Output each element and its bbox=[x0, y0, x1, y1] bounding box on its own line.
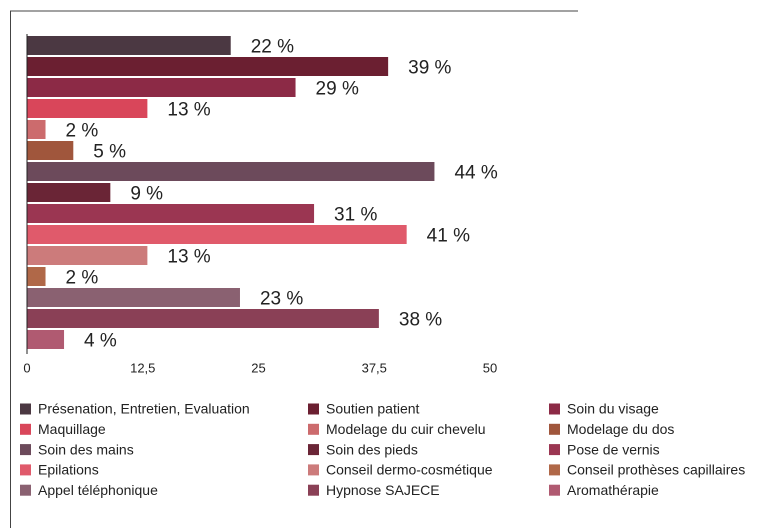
value-label: 2 % bbox=[66, 121, 99, 142]
legend-label: Modelage du dos bbox=[567, 421, 674, 437]
bar bbox=[27, 36, 231, 55]
bar bbox=[27, 99, 148, 118]
legend-swatch bbox=[549, 423, 560, 435]
value-label: 23 % bbox=[260, 289, 303, 310]
bar bbox=[27, 204, 315, 223]
value-label: 22 % bbox=[251, 37, 294, 58]
x-tick-label: 12,5 bbox=[130, 360, 155, 375]
legend-swatch bbox=[308, 423, 319, 435]
value-label: 9 % bbox=[130, 184, 163, 205]
legend-label: Conseil dermo-cosmétique bbox=[326, 462, 493, 478]
legend-label: Maquillage bbox=[38, 421, 106, 437]
legend-label: Soin du visage bbox=[567, 401, 659, 417]
bar bbox=[27, 162, 435, 181]
legend-label: Soin des mains bbox=[38, 441, 134, 457]
value-label: 29 % bbox=[316, 79, 359, 100]
legend-swatch bbox=[20, 444, 31, 456]
x-tick-label: 50 bbox=[483, 360, 497, 375]
legend-label: Aromathérapie bbox=[567, 482, 659, 498]
value-label: 13 % bbox=[167, 247, 210, 268]
legend-swatch bbox=[20, 484, 31, 496]
legend-swatch bbox=[308, 444, 319, 456]
value-label: 44 % bbox=[454, 163, 497, 184]
legend-label: Soutien patient bbox=[326, 401, 420, 417]
bar bbox=[27, 183, 111, 202]
legend-swatch bbox=[20, 464, 31, 476]
value-label: 38 % bbox=[399, 310, 442, 331]
legend-label: Epilations bbox=[38, 462, 99, 478]
bar bbox=[27, 141, 74, 160]
legend-label: Conseil prothèses capillaires bbox=[567, 462, 745, 478]
bar bbox=[27, 288, 240, 307]
legend-swatch bbox=[308, 403, 319, 415]
x-tick-label: 0 bbox=[23, 360, 30, 375]
value-label: 2 % bbox=[66, 268, 99, 289]
bar bbox=[27, 246, 148, 265]
bar bbox=[27, 225, 407, 244]
legend-swatch bbox=[549, 444, 560, 456]
legend-swatch bbox=[549, 484, 560, 496]
legend-label: Modelage du cuir chevelu bbox=[326, 421, 486, 437]
value-label: 4 % bbox=[84, 331, 117, 352]
legend-swatch bbox=[549, 403, 560, 415]
legend-label: Hypnose SAJECE bbox=[326, 482, 440, 498]
x-tick-label: 25 bbox=[251, 360, 265, 375]
value-label: 39 % bbox=[408, 58, 451, 79]
legend-label: Présenation, Entretien, Evaluation bbox=[38, 401, 250, 417]
bar bbox=[27, 78, 296, 97]
legend-swatch bbox=[308, 484, 319, 496]
value-label: 31 % bbox=[334, 205, 377, 226]
legend-swatch bbox=[308, 464, 319, 476]
bar bbox=[27, 57, 389, 76]
legend-swatch bbox=[549, 464, 560, 476]
value-label: 5 % bbox=[93, 142, 126, 163]
value-label: 41 % bbox=[427, 226, 470, 247]
legend-swatch bbox=[20, 403, 31, 415]
x-tick-label: 37,5 bbox=[362, 360, 387, 375]
legend-label: Appel téléphonique bbox=[38, 482, 158, 498]
legend-label: Soin des pieds bbox=[326, 441, 418, 457]
bar bbox=[27, 309, 379, 328]
legend-label: Pose de vernis bbox=[567, 441, 660, 457]
bar bbox=[27, 267, 46, 286]
bar bbox=[27, 120, 46, 139]
legend-swatch bbox=[20, 423, 31, 435]
bar bbox=[27, 330, 65, 349]
value-label: 13 % bbox=[167, 100, 210, 121]
